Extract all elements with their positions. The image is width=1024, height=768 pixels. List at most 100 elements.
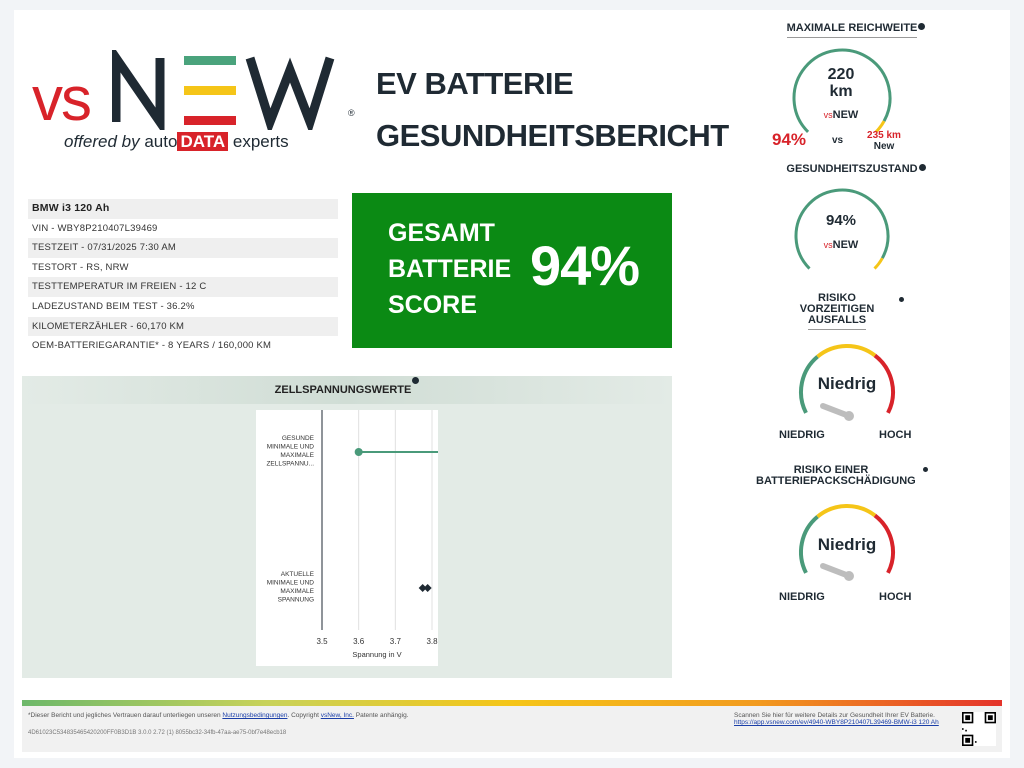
healthy-min-point xyxy=(354,448,363,456)
range-vs: vs xyxy=(832,135,844,146)
category-label: MAXIMALE xyxy=(280,588,314,595)
risk-needle-hub xyxy=(844,571,854,581)
score-label-line-1: GESAMT xyxy=(388,219,495,247)
health-title: GESUNDHEITSZUSTAND xyxy=(756,163,956,175)
risk-failure-high: HOCH xyxy=(879,429,912,441)
info-icon[interactable] xyxy=(412,377,420,384)
qr-module xyxy=(974,741,977,743)
health-gauge xyxy=(794,188,890,270)
cell-voltage-title: ZELLSPANNUNGSWERTE xyxy=(274,384,412,396)
cell-voltage-chart: 3.5 3.6 3.7 3.8 Spannung in V GESUNDE MINIMALE… xyxy=(256,410,438,666)
patent-text: Patente anhängig. xyxy=(355,712,409,719)
range-new-label: New xyxy=(873,141,895,152)
info-row-test-location: TESTORT - RS, NRW xyxy=(32,261,129,273)
qr-finder-core xyxy=(965,737,971,743)
range-value: 220 km xyxy=(806,66,876,100)
data-badge: DATA xyxy=(177,132,229,151)
scan-text: Scannen Sie hier für weitere Details zur… xyxy=(734,712,935,719)
risk-damage-value: Niedrig xyxy=(817,535,877,554)
risk-failure-value: Niedrig xyxy=(817,374,877,393)
info-icon[interactable] xyxy=(899,297,904,302)
score-label-line-3: SCORE xyxy=(388,291,477,319)
terms-link[interactable]: Nutzungsbedingungen xyxy=(222,712,288,719)
info-icon[interactable] xyxy=(918,23,926,30)
report-title: EV BATTERIE GESUNDHEITSBERICHT xyxy=(376,58,729,162)
info-row-odometer: KILOMETERZÄHLER - 60,170 KM xyxy=(28,316,338,337)
qr-module xyxy=(965,729,967,732)
category-label: GESUNDE xyxy=(282,435,315,442)
range-percent: 94% xyxy=(772,130,807,149)
category-label: AKTUELLE xyxy=(281,571,315,578)
range-number: 220 xyxy=(827,66,855,83)
info-icon[interactable] xyxy=(918,164,926,171)
logo-new-mark xyxy=(112,50,335,130)
registered-mark: ® xyxy=(348,108,355,118)
risk-arc-segment-3 xyxy=(873,513,895,574)
offered-by-text: offered by xyxy=(64,132,140,151)
mini-vsnew-logo: vsNEW xyxy=(814,239,868,251)
vehicle-model: BMW i3 120 Ah xyxy=(28,199,338,219)
x-tick-label: 3.6 xyxy=(353,637,365,646)
category-label: MAXIMALE xyxy=(280,452,314,459)
copyright-text: . Copyright xyxy=(287,712,319,719)
risk-failure-title-3: AUSFALLS xyxy=(807,315,867,330)
risk-damage-high: HOCH xyxy=(879,591,912,603)
risk-failure-low: NIEDRIG xyxy=(779,429,825,441)
x-axis-label: Spannung in V xyxy=(352,650,401,659)
vsnew-logo: vs ® offered by auto DATA experts xyxy=(32,50,355,170)
mini-logo-vs: vs xyxy=(823,240,833,250)
risk-failure-gauge xyxy=(799,344,895,421)
range-new-value: 235 km xyxy=(867,130,901,141)
report-id: 4D61023C534835465420200FF0B3D1B 3.0.0 2.… xyxy=(28,730,287,736)
company-link[interactable]: vsNew, Inc. xyxy=(320,712,354,719)
risk-damage-title: RISIKO EINER BATTERIEPACKSCHÄDIGUNG xyxy=(756,464,916,487)
category-label: MINIMALE UND xyxy=(267,580,315,587)
logo-vs: vs xyxy=(32,65,92,134)
disclaimer-text: *Dieser Bericht und jegliches Vertrauen … xyxy=(28,712,221,719)
info-icon[interactable] xyxy=(923,467,928,472)
risk-failure-title-2: VORZEITIGEN xyxy=(799,303,875,315)
score-label: GESAMT BATTERIE SCORE xyxy=(388,215,511,323)
range-new: 235 km New xyxy=(859,130,909,152)
gradient-bar xyxy=(22,700,1002,706)
gauge-arc-filled xyxy=(792,48,892,133)
current-max-point xyxy=(423,584,432,592)
info-row-test-time: TESTZEIT - 07/31/2025 7:30 AM xyxy=(28,238,338,258)
risk-needle-hub xyxy=(844,411,854,421)
risk-failure-title: RISIKO VORZEITIGEN AUSFALLS xyxy=(772,293,902,330)
cell-voltage-panel: ZELLSPANNUNGSWERTE 3.5 3.6 3.7 3.8 Spannung … xyxy=(22,376,672,678)
risk-arc-segment-3 xyxy=(873,353,895,414)
health-title-text: GESUNDHEITSZUSTAND xyxy=(786,163,918,175)
mini-logo-new: NEW xyxy=(832,109,859,121)
qr-finder-core xyxy=(965,715,971,721)
report-url-link[interactable]: https://app.vsnew.com/ev/4940-WBY8P21040… xyxy=(734,719,939,726)
footer: *Dieser Bericht und jegliches Vertrauen … xyxy=(22,706,1002,752)
title-line-1: EV BATTERIE xyxy=(376,66,574,101)
risk-damage-title-1: RISIKO EINER xyxy=(793,464,869,476)
risk-arc-segment-1 xyxy=(799,355,819,414)
info-row-warranty: OEM-BATTERIEGARANTIE* - 8 YEARS / 160,00… xyxy=(32,340,272,352)
auto-text: auto xyxy=(144,132,178,151)
risk-arc-segment-2 xyxy=(816,504,877,519)
experts-text: experts xyxy=(232,132,289,151)
mini-logo-new: NEW xyxy=(832,239,859,251)
info-row-temperature: TESTTEMPERATUR IM FREIEN - 12 C xyxy=(28,277,338,297)
gauge-arc-filled xyxy=(794,188,890,270)
qr-code[interactable] xyxy=(962,712,996,746)
info-row-vin: VIN - WBY8P210407L39469 xyxy=(32,222,158,234)
gauge-arc-rest xyxy=(873,257,884,270)
current-min-point xyxy=(418,584,427,592)
range-title: MAXIMALE REICHWEITE xyxy=(756,22,956,38)
x-tick-label: 3.8 xyxy=(426,637,438,646)
mini-logo-vs: vs xyxy=(823,110,833,120)
category-label: ZELLSPANNU... xyxy=(266,461,314,468)
x-tick-label: 3.7 xyxy=(390,637,402,646)
range-unit: km xyxy=(829,83,853,100)
gauge-arc-rest xyxy=(874,120,886,134)
logo-tagline: offered by auto DATA experts xyxy=(64,132,289,152)
cell-voltage-header: ZELLSPANNUNGSWERTE xyxy=(22,376,672,404)
category-label: MINIMALE UND xyxy=(267,444,315,451)
qr-finder-core xyxy=(987,715,993,721)
qr-module xyxy=(962,728,964,730)
risk-damage-title-2: BATTERIEPACKSCHÄDIGUNG xyxy=(756,475,916,487)
